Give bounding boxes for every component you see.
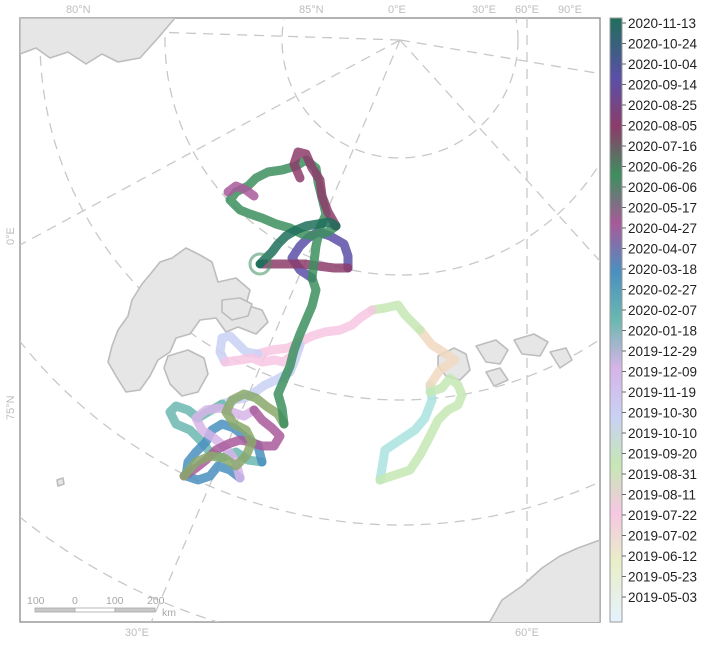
legend-date-label: 2020-01-18 bbox=[628, 324, 697, 339]
legend-date-label: 2019-07-02 bbox=[628, 529, 697, 544]
edgeoya-landmass bbox=[163, 349, 209, 397]
track-segment-2019-08 bbox=[253, 305, 377, 359]
legend-date-label: 2020-03-18 bbox=[628, 262, 697, 277]
legend-date-label: 2019-07-22 bbox=[628, 508, 697, 523]
scale-tick-200: 200 bbox=[147, 595, 165, 607]
track-segment-2019-09 bbox=[215, 331, 263, 367]
track-segment-2019-06 bbox=[415, 325, 460, 390]
legend-date-label: 2019-06-12 bbox=[628, 549, 697, 564]
franz-josef-land-5 bbox=[485, 367, 509, 387]
franz-josef-land-2 bbox=[475, 339, 509, 365]
legend-date-label: 2020-10-04 bbox=[628, 57, 698, 72]
svalbard-landmass bbox=[107, 247, 269, 393]
label-30e-top: 30°E bbox=[472, 4, 496, 16]
legend-date-label: 2020-08-25 bbox=[628, 98, 697, 113]
scale-unit: km bbox=[162, 607, 176, 619]
legend-date-label: 2020-02-27 bbox=[628, 283, 697, 298]
track-segment-2020-02 bbox=[181, 419, 267, 485]
label-90e-top: 90°E bbox=[558, 4, 582, 16]
legend-date-label: 2020-10-24 bbox=[628, 37, 698, 52]
graticule-labels: 80°N 85°N 0°E 30°E 60°E 90°E 0°E 75°N 30… bbox=[5, 4, 582, 639]
small-island bbox=[56, 477, 65, 487]
legend-date-label: 2019-05-23 bbox=[628, 570, 697, 585]
track-segment-2020-03b bbox=[179, 389, 289, 481]
legend-date-label: 2019-11-19 bbox=[628, 385, 696, 400]
legend-date-label: 2020-04-07 bbox=[628, 242, 697, 257]
label-60e-top: 60°E bbox=[515, 4, 539, 16]
track-segment-2020-08 bbox=[289, 147, 341, 231]
legend-date-label: 2019-12-29 bbox=[628, 344, 697, 359]
legend-date-label: 2020-07-16 bbox=[628, 139, 697, 154]
track-segment-2020-09 bbox=[223, 181, 259, 201]
label-30e-bottom: 30°E bbox=[125, 627, 149, 639]
scale-tick-100: 100 bbox=[106, 595, 124, 607]
scale-tick-0: 0 bbox=[72, 595, 78, 607]
legend-date-label: 2020-09-14 bbox=[628, 78, 698, 93]
track-segment-2019-07 bbox=[367, 300, 425, 335]
label-60e-bottom: 60°E bbox=[515, 627, 539, 639]
scale-bar: 100 0 100 200 km bbox=[27, 595, 176, 619]
legend-date-label: 2020-11-13 bbox=[628, 16, 696, 31]
track-segment-2019-05 bbox=[375, 380, 437, 485]
novaya-zemlya-landmass bbox=[488, 539, 600, 622]
legend-date-label: 2020-05-17 bbox=[628, 201, 697, 216]
legend-date-label: 2019-10-10 bbox=[628, 426, 697, 441]
label-0e-left: 0°E bbox=[5, 227, 17, 245]
drift-track bbox=[165, 147, 467, 485]
legend-date-label: 2019-12-09 bbox=[628, 365, 697, 380]
legend-date-label: 2020-08-05 bbox=[628, 119, 697, 134]
legend-date-label: 2020-04-27 bbox=[628, 221, 697, 236]
greenland-landmass bbox=[20, 18, 176, 65]
date-legend: 2020-11-13 2020-10-24 2020-10-04 2020-09-14… bbox=[609, 16, 698, 623]
scale-tick-100-left: 100 bbox=[27, 595, 45, 607]
legend-date-label: 2020-02-07 bbox=[628, 303, 697, 318]
land-masses bbox=[20, 18, 600, 622]
legend-date-label: 2020-06-06 bbox=[628, 180, 697, 195]
end-position-dot bbox=[256, 260, 264, 268]
label-75n-left: 75°N bbox=[5, 395, 17, 420]
track-segment-2020-02b bbox=[191, 403, 259, 483]
label-0e-top: 0°E bbox=[388, 4, 406, 16]
legend-date-label: 2019-05-03 bbox=[628, 590, 697, 605]
track-segment-2020-06 bbox=[257, 259, 353, 273]
track-segment-2019-11 bbox=[375, 373, 467, 485]
legend-date-label: 2020-06-26 bbox=[628, 160, 697, 175]
nordaustlandet-landmass bbox=[221, 297, 253, 321]
end-position-marker bbox=[248, 252, 272, 276]
legend-date-label: 2019-08-31 bbox=[628, 467, 697, 482]
legend-date-label: 2019-08-11 bbox=[628, 488, 696, 503]
legend-date-label: 2019-10-30 bbox=[628, 406, 697, 421]
track-segment-2020-04 bbox=[273, 273, 321, 429]
label-85n-top: 85°N bbox=[299, 4, 324, 16]
legend-date-label: 2019-09-20 bbox=[628, 447, 697, 462]
label-80n-top: 80°N bbox=[66, 4, 91, 16]
franz-josef-land-3 bbox=[513, 333, 549, 357]
franz-josef-land-4 bbox=[549, 347, 573, 369]
legend-color-bar bbox=[609, 17, 623, 623]
